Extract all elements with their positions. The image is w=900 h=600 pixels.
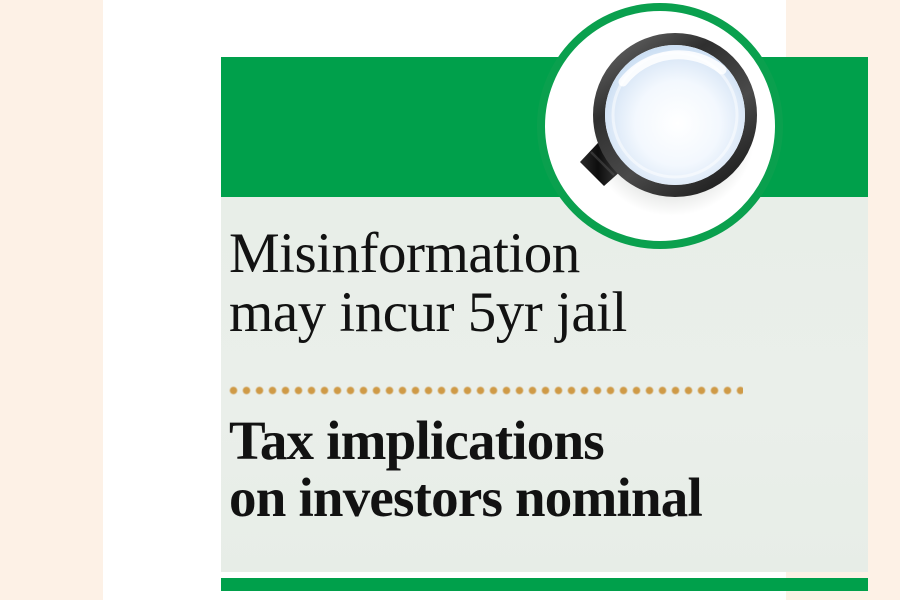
dotted-divider <box>227 386 743 395</box>
headline-secondary: Tax implications on investors nominal <box>229 410 703 529</box>
lens-glass <box>605 45 745 185</box>
green-footer-bar <box>221 578 868 591</box>
headline-primary: Misinformation may incur 5yr jail <box>229 222 627 345</box>
badge-green-ring <box>537 3 783 249</box>
lens-inner-ring <box>611 51 739 179</box>
magnifying-glass-icon <box>536 2 784 250</box>
headline-panel <box>221 197 868 572</box>
lens-rim <box>593 33 757 197</box>
